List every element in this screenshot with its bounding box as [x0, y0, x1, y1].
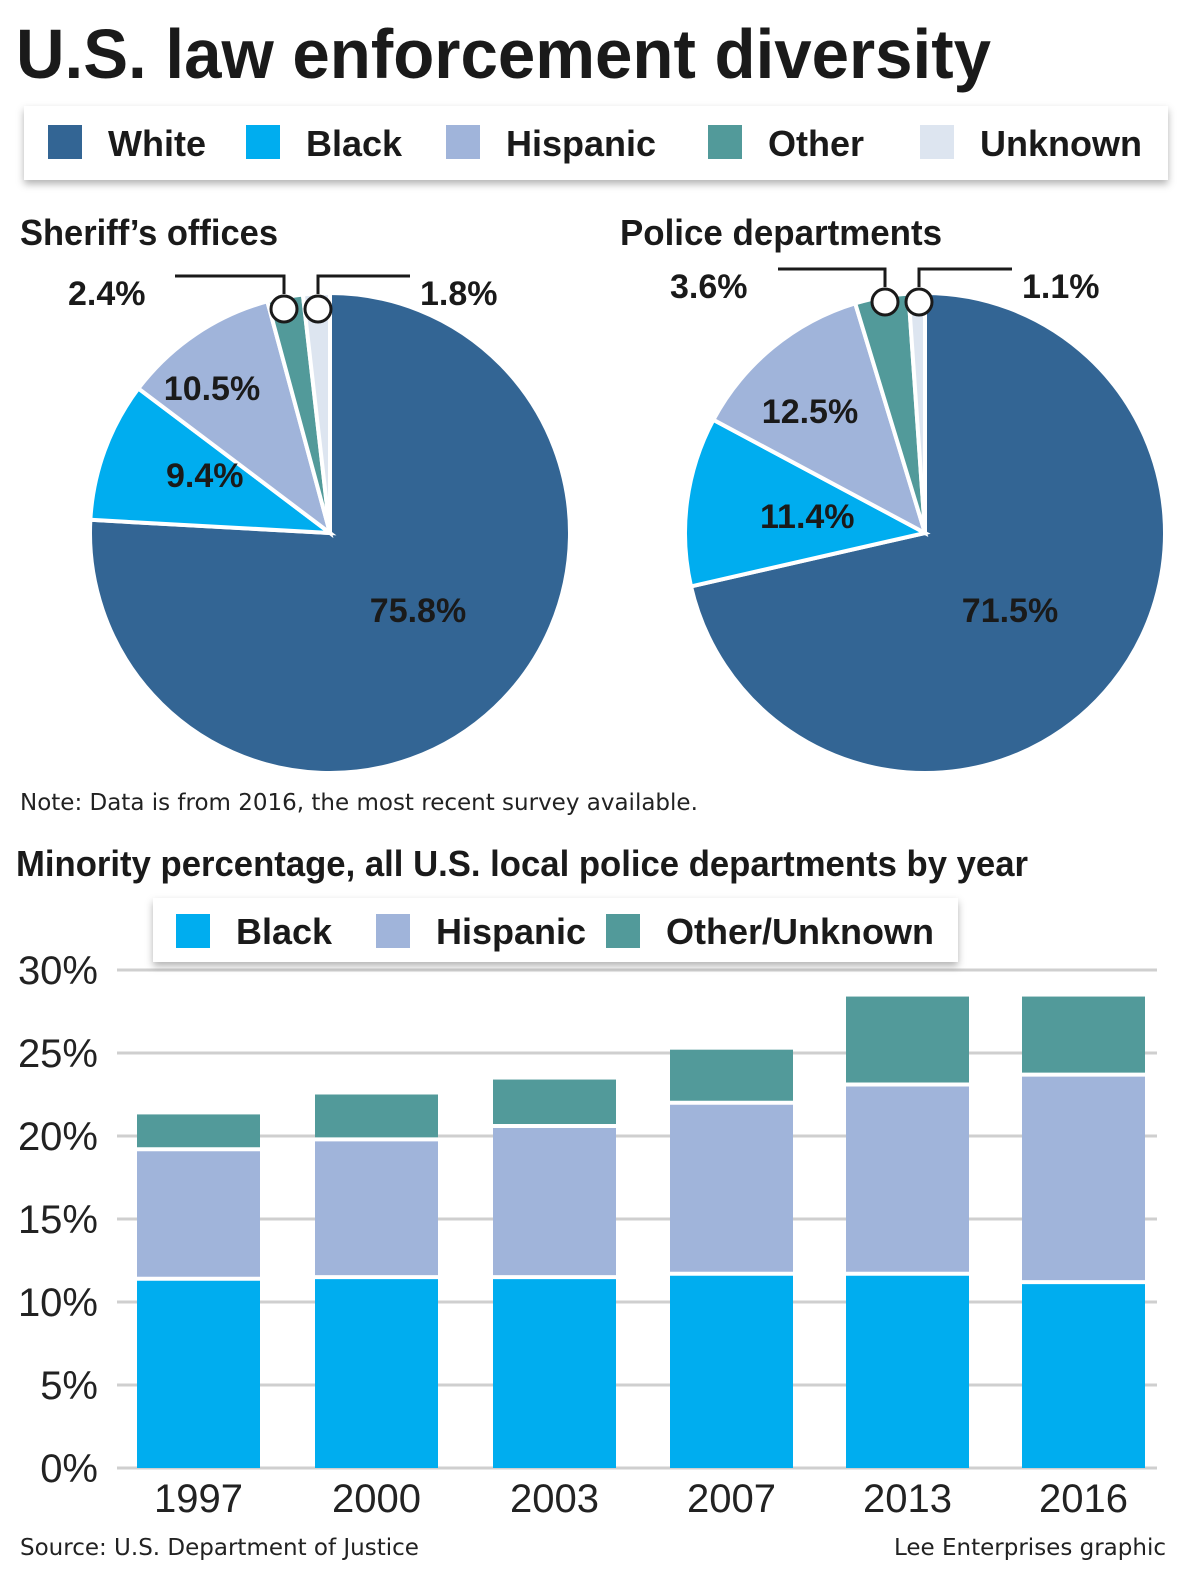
pie-label-unknown: 1.1% [1022, 268, 1100, 306]
legend-swatch-other [708, 125, 742, 159]
x-tick-label: 2007 [687, 1477, 776, 1521]
pie-slice-white [88, 290, 572, 775]
bar-other-unknown-2000 [315, 1094, 438, 1140]
pie-slice-black [683, 417, 931, 589]
pie-label-hispanic: 10.5% [164, 370, 260, 408]
credit: Lee Enterprises graphic [894, 1535, 1166, 1561]
bar-hispanic-1997 [137, 1149, 260, 1279]
pie-label-other: 2.4% [68, 275, 146, 313]
bar-legend-label-black: Black [236, 911, 333, 952]
bar-other-unknown-1997 [137, 1114, 260, 1150]
bar-black-2016 [1022, 1282, 1145, 1468]
legend-label-white: White [108, 123, 206, 164]
bar-hispanic-2007 [670, 1102, 793, 1274]
legend-label-other: Other [768, 123, 864, 164]
bar-black-2007 [670, 1273, 793, 1468]
x-tick-label: 2000 [332, 1477, 421, 1521]
bar-hispanic-2013 [846, 1084, 969, 1274]
bar-legend-swatch-black [176, 914, 210, 948]
bar-other-unknown-2016 [1022, 996, 1145, 1075]
bar-hispanic-2000 [315, 1139, 438, 1278]
callout-marker [870, 287, 900, 317]
pie-label-black: 11.4% [760, 498, 855, 536]
pie-label-other: 3.6% [670, 268, 748, 306]
bar-legend-box [153, 898, 958, 962]
police-departments-pie: 71.5% 11.4% 12.5% 3.6% 1.1% [670, 267, 1167, 775]
y-tick-label: 25% [18, 1032, 98, 1076]
source: Source: U.S. Department of Justice [20, 1535, 419, 1561]
bar-black-2000 [315, 1277, 438, 1468]
y-tick-label: 0% [40, 1447, 98, 1491]
callout-line [175, 274, 286, 294]
callout-marker [904, 287, 934, 317]
y-tick-label: 15% [18, 1198, 98, 1242]
bar-chart-title: Minority percentage, all U.S. local poli… [16, 843, 1028, 884]
legend-label-unknown: Unknown [980, 123, 1142, 164]
pie-label-white: 75.8% [370, 592, 466, 630]
legend-swatch-white [48, 125, 82, 159]
bar-black-2003 [493, 1277, 616, 1468]
pie-label-unknown: 1.8% [420, 275, 498, 313]
y-tick-label: 10% [18, 1281, 98, 1325]
callout-marker [303, 294, 333, 324]
police-pie-title: Police departments [620, 212, 942, 253]
note: Note: Data is from 2016, the most recent… [20, 790, 698, 816]
y-tick-label: 30% [18, 949, 98, 993]
pie-label-hispanic: 12.5% [762, 393, 858, 431]
top-legend: White Black Hispanic Other Unknown [48, 123, 1142, 164]
legend-label-hispanic: Hispanic [506, 123, 656, 164]
bar-other-unknown-2007 [670, 1049, 793, 1103]
pie-slice-black [88, 385, 337, 536]
bar-black-2013 [846, 1273, 969, 1468]
bar-legend-swatch-hispanic [376, 914, 410, 948]
legend-swatch-unknown [920, 125, 954, 159]
pie-label-black: 9.4% [166, 457, 244, 495]
bar-black-1997 [137, 1278, 260, 1468]
callout-line [917, 267, 1012, 287]
bar-legend-label-other-unknown: Other/Unknown [666, 911, 934, 952]
y-tick-label: 5% [40, 1364, 98, 1408]
pie-label-white: 71.5% [962, 592, 1058, 630]
top-legend-box [24, 106, 1168, 180]
bar-hispanic-2016 [1022, 1074, 1145, 1283]
y-tick-label: 20% [18, 1115, 98, 1159]
sheriff-pie-title: Sheriff’s offices [20, 212, 278, 253]
x-tick-label: 2003 [510, 1477, 599, 1521]
callout-line [316, 274, 410, 294]
main-title: U.S. law enforcement diversity [16, 15, 991, 93]
bar-other-unknown-2013 [846, 996, 969, 1085]
legend-swatch-black [246, 125, 280, 159]
x-tick-label: 2016 [1039, 1477, 1128, 1521]
bar-legend-label-hispanic: Hispanic [436, 911, 586, 952]
callout-line [778, 267, 887, 287]
bar-other-unknown-2003 [493, 1079, 616, 1127]
sheriff-s-offices-pie: 75.8% 9.4% 10.5% 2.4% 1.8% [68, 274, 572, 775]
x-tick-label: 1997 [154, 1477, 243, 1521]
bar-chart: 0% 5% 10% 15% 20% 25% 30% 1997 2000 2003 2007 2013 2… [18, 949, 1157, 1521]
pie-charts: 75.8% 9.4% 10.5% 2.4% 1.8% 71.5% 11.4% 12.5% 3.6… [68, 267, 1167, 775]
legend-label-black: Black [306, 123, 403, 164]
callout-marker [269, 294, 299, 324]
bar-legend-swatch-other-unknown [606, 914, 640, 948]
bar-legend: Black Hispanic Other/Unknown [176, 911, 934, 952]
pie-slice-unknown [300, 290, 332, 534]
bar-hispanic-2003 [493, 1126, 616, 1278]
legend-swatch-hispanic [446, 125, 480, 159]
x-tick-label: 2013 [863, 1477, 952, 1521]
